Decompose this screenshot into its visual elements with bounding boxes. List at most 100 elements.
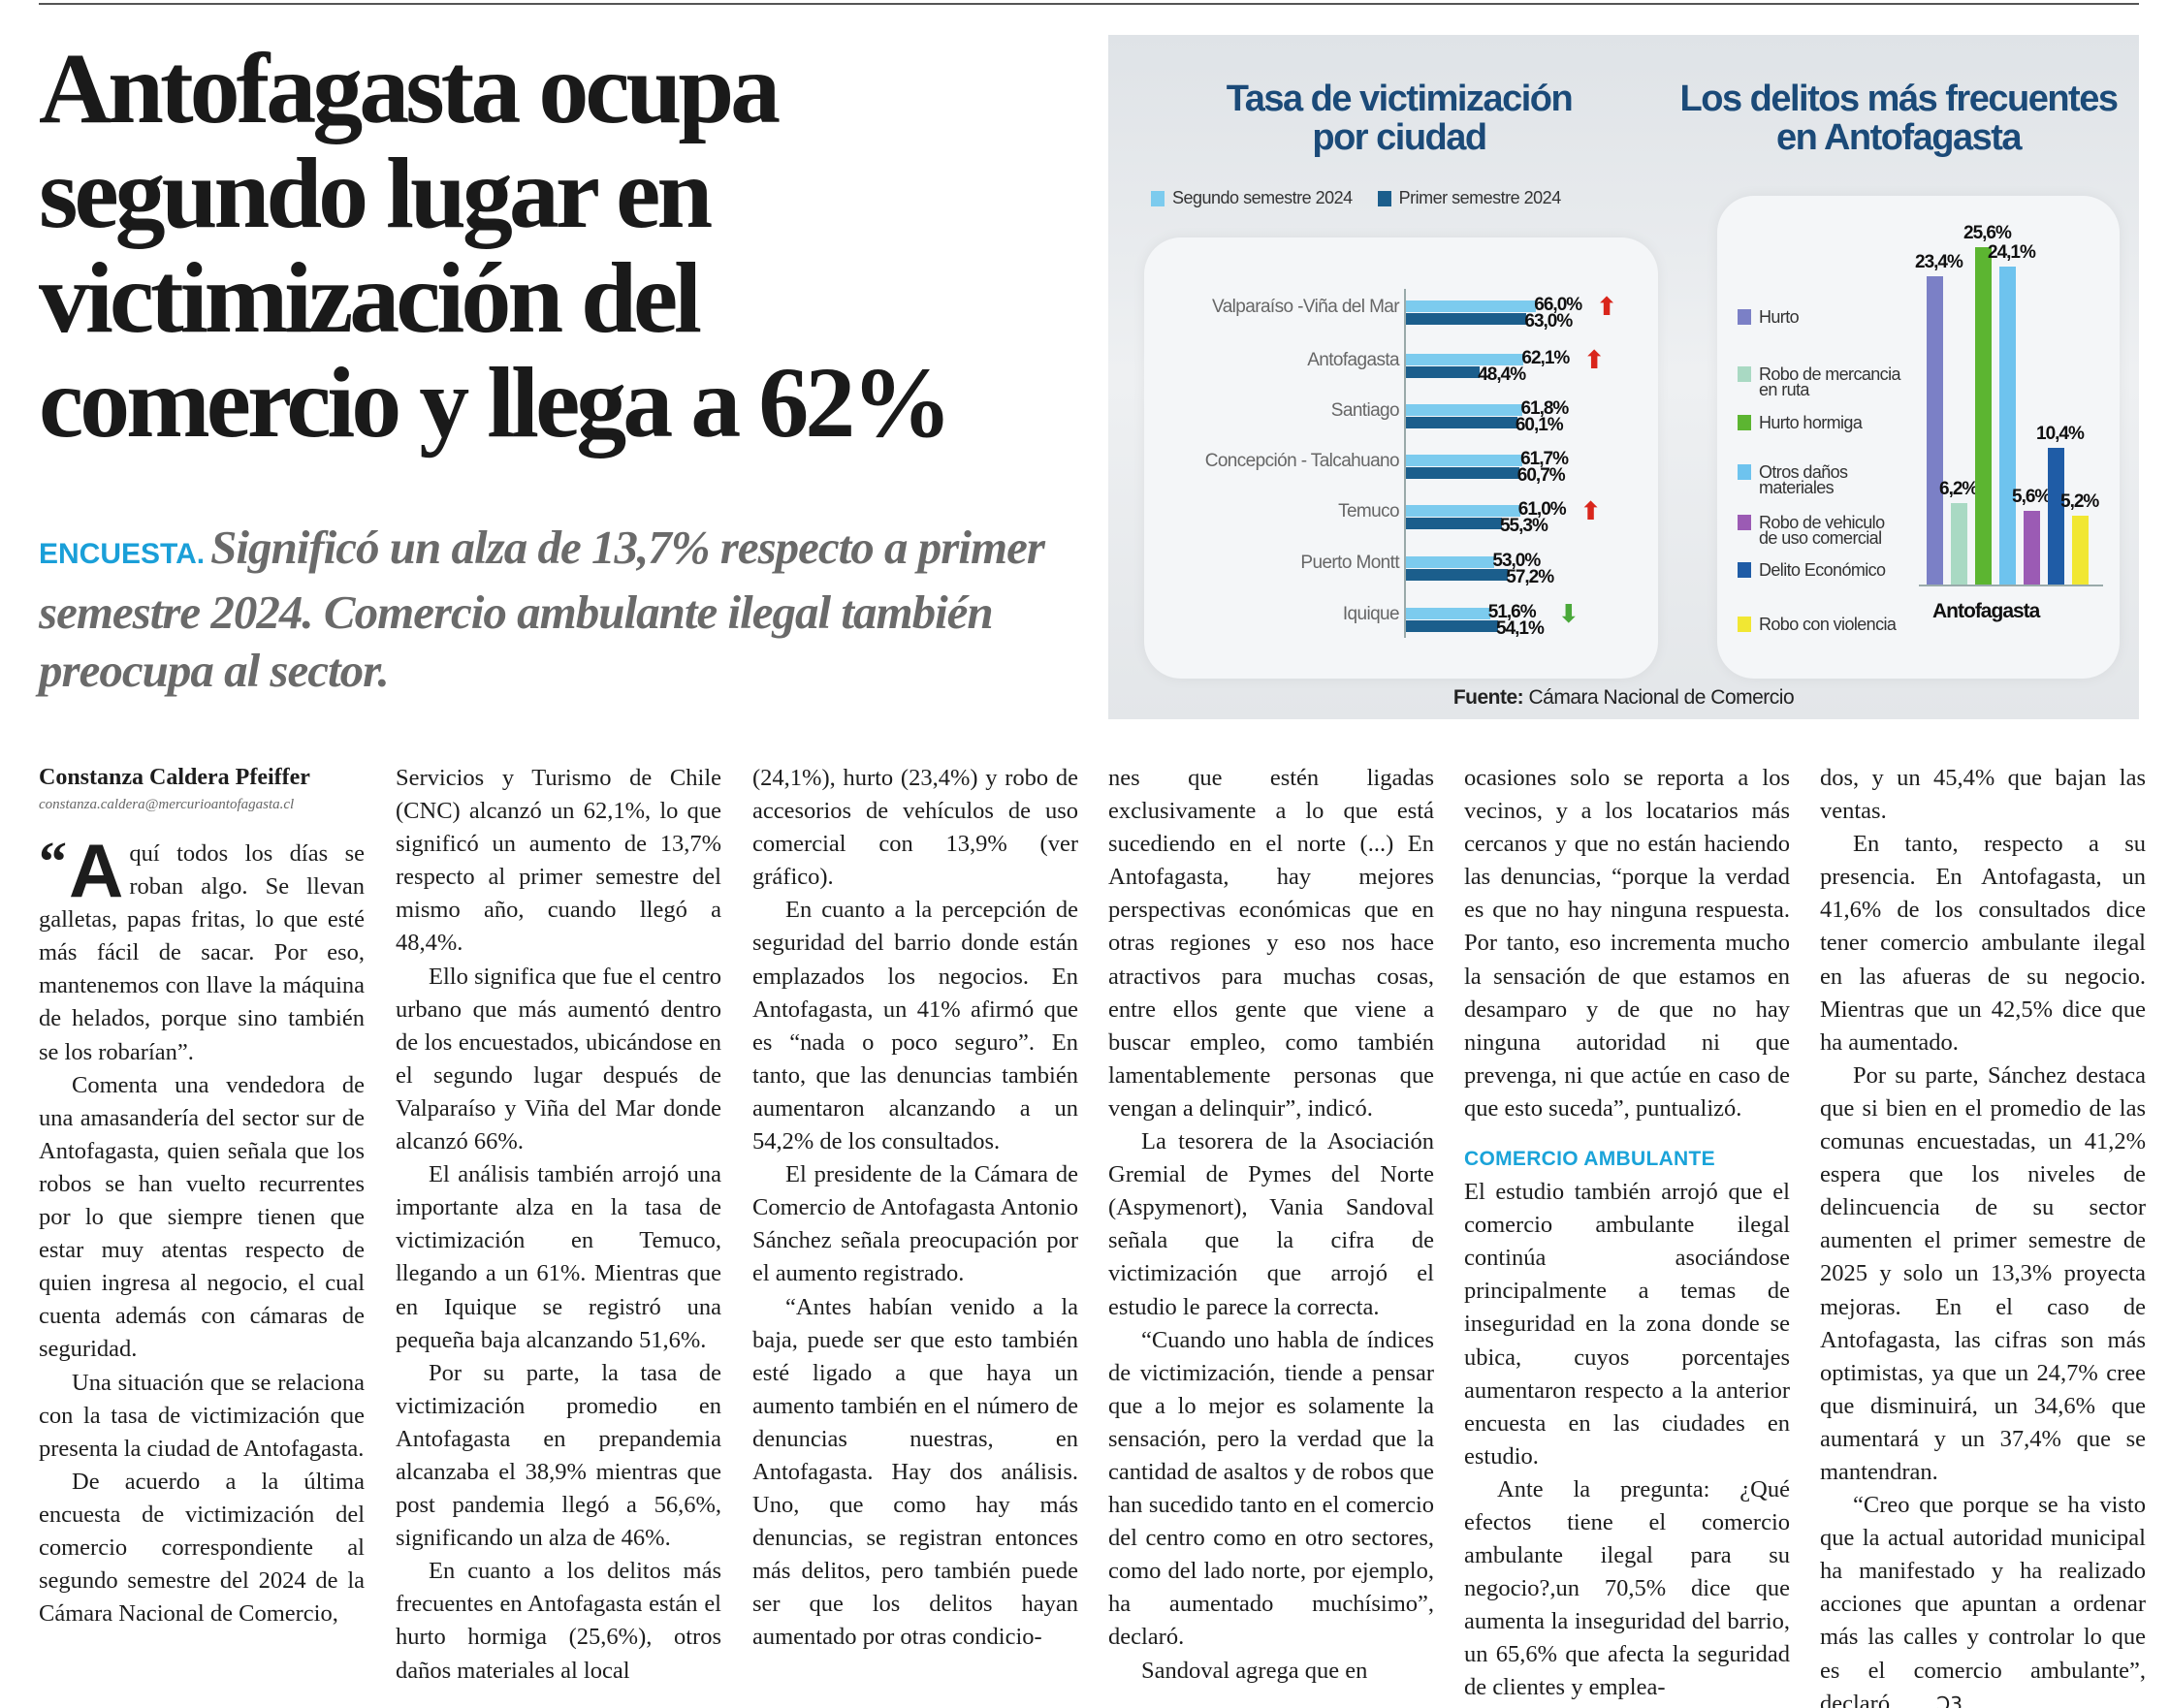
- source-label: Fuente:: [1452, 686, 1524, 709]
- bar-second-semester: [1405, 455, 1523, 466]
- paragraph: Ello significa que fue el centro urbano …: [396, 963, 721, 1155]
- value-label: 24,1%: [1988, 242, 2036, 264]
- legend-item-first-semester: Primer semestre 2024: [1377, 188, 1561, 208]
- value-label: 53,0%: [1492, 551, 1541, 571]
- deck: ENCUESTA. Significó un alza de 13,7% resp…: [39, 519, 1057, 700]
- legend-item: Robo de mercancia en ruta: [1738, 364, 1902, 399]
- paragraph: De acuerdo a la última encuesta de victi…: [39, 1468, 365, 1628]
- paragraph: “Antes habían venido a la baja, puede se…: [752, 1293, 1078, 1651]
- source-text: Cámara Nacional de Comercio: [1528, 686, 1795, 709]
- section-subhead: COMERCIO AMBULANTE: [1464, 1148, 1715, 1171]
- city-label: Temuco: [1338, 501, 1400, 522]
- drop-cap: A: [69, 828, 124, 913]
- article-column-5: ocasiones solo se reporta a los vecinos,…: [1464, 762, 1790, 1708]
- trend-down-arrow-icon: ⬇: [1558, 600, 1580, 629]
- value-label: 57,2%: [1506, 567, 1554, 587]
- axis-line: [1404, 289, 1406, 638]
- city-label: Santiago: [1330, 400, 1400, 421]
- paragraph: El análisis también arrojó una important…: [396, 1161, 721, 1353]
- end-mark-icon: Ɔ3: [1936, 1692, 1963, 1708]
- axis-baseline: [1919, 585, 2103, 586]
- value-label: 51,6%: [1487, 602, 1537, 622]
- trend-up-arrow-icon: ⬆: [1580, 497, 1602, 526]
- trend-up-arrow-icon: ⬆: [1596, 293, 1618, 322]
- value-label: 63,0%: [1524, 311, 1573, 332]
- bar-robo-de-mercancia-en-ruta: [1951, 502, 1967, 585]
- legend-swatch: [1738, 309, 1751, 325]
- value-label: 60,1%: [1515, 415, 1564, 435]
- value-label: 61,8%: [1520, 398, 1569, 419]
- value-label: 48,4%: [1478, 364, 1526, 385]
- article-column-2: Servicios y Turismo de Chile (CNC) alcan…: [396, 762, 721, 1708]
- bar-first-semester: [1405, 417, 1517, 428]
- paragraph: dos, y un 45,4% que bajan las ventas.: [1820, 765, 2146, 825]
- bar-delito-econ-mico: [2048, 447, 2064, 585]
- legend-item: Delito Económico: [1738, 560, 1902, 580]
- value-label: 61,7%: [1520, 449, 1569, 469]
- legend-swatch: [1738, 515, 1751, 530]
- top-rule: [39, 3, 2139, 5]
- paragraph: El presidente de la Cámara de Comercio d…: [752, 1161, 1078, 1287]
- city-label: Puerto Montt: [1300, 553, 1399, 573]
- source-note: Fuente: Cámara Nacional de Comercio: [1108, 686, 2139, 710]
- trend-up-arrow-icon: ⬆: [1583, 346, 1606, 375]
- paragraph: Servicios y Turismo de Chile (CNC) alcan…: [396, 765, 721, 957]
- city-label: Concepción - Talcahuano: [1204, 451, 1400, 471]
- paragraph: Una situación que se relaciona con la ta…: [39, 1369, 365, 1462]
- value-label: 55,3%: [1499, 516, 1548, 536]
- chart-title-crimes: Los delitos más frecuentes en Antofagast…: [1679, 79, 2119, 158]
- value-label: 23,4%: [1915, 251, 1963, 272]
- bar-otros-da-os-materiales: [1999, 267, 2016, 585]
- legend-swatch: [1738, 464, 1751, 480]
- city-label: Valparaíso -Viña del Mar: [1212, 297, 1400, 317]
- bar-second-semester: [1405, 608, 1490, 619]
- bar-second-semester: [1405, 556, 1495, 568]
- bar-first-semester: [1405, 620, 1499, 632]
- bar-first-semester: [1405, 467, 1519, 479]
- paragraph: (24,1%), hurto (23,4%) y robo de accesor…: [752, 765, 1078, 891]
- article-column-1: Constanza Caldera Pfeiffer constanza.cal…: [39, 762, 365, 1708]
- legend-swatch: [1151, 191, 1165, 207]
- value-label: 10,4%: [2036, 423, 2085, 444]
- paragraph: El estudio también arrojó que el comerci…: [1464, 1179, 1790, 1470]
- paragraph: Comenta una vendedora de una amasandería…: [39, 1071, 365, 1363]
- paragraph: “Cuando uno habla de índices de victimiz…: [1108, 1326, 1434, 1651]
- legend-label: Robo con violencia: [1759, 615, 1897, 634]
- legend-item: Hurto: [1738, 307, 1902, 327]
- legend-label: Delito Económico: [1759, 560, 1886, 580]
- value-label: 5,2%: [2060, 491, 2099, 513]
- bar-second-semester: [1405, 404, 1523, 416]
- city-label: Antofagasta: [1307, 350, 1399, 370]
- bar-second-semester: [1405, 505, 1520, 517]
- byline: Constanza Caldera Pfeiffer: [39, 765, 310, 790]
- value-label: 5,6%: [2012, 486, 2051, 507]
- legend-swatch: [1738, 562, 1751, 578]
- value-label: 6,2%: [1939, 478, 1978, 499]
- legend-label: Hurto hormiga: [1759, 413, 1863, 432]
- chart-title-victimization: Tasa de victimización por ciudad: [1226, 79, 1574, 158]
- legend-label: Robo de mercancia en ruta: [1759, 364, 1900, 399]
- value-label: 54,1%: [1496, 618, 1545, 639]
- bar-hurto: [1927, 275, 1943, 585]
- bar-robo-de-vehiculo-de-uso-comercial: [2024, 510, 2040, 585]
- article-column-6: dos, y un 45,4% que bajan las ventas. En…: [1820, 762, 2146, 1708]
- article-column-4: nes que estén ligadas exclusivamente a l…: [1108, 762, 1434, 1708]
- bar-first-semester: [1405, 569, 1509, 581]
- paragraph: Por su parte, Sánchez destaca que si bie…: [1820, 1061, 2146, 1485]
- legend-swatch: [1738, 366, 1751, 382]
- legend-label: Hurto: [1759, 307, 1800, 327]
- value-label: 25,6%: [1963, 222, 2012, 243]
- paragraph: Por su parte, la tasa de victimización p…: [396, 1359, 721, 1552]
- legend-label: Otros daños materiales: [1759, 462, 1848, 497]
- paragraph: ocasiones solo se reporta a los vecinos,…: [1464, 765, 1790, 1122]
- legend-label: Robo de vehiculo de uso comercial: [1759, 513, 1885, 548]
- paragraph: Ante la pregunta: ¿Qué efectos tiene el …: [1464, 1475, 1790, 1701]
- headline: Antofagasta ocupa segundo lugar en victi…: [39, 33, 952, 459]
- legend-label: Segundo semestre 2024: [1172, 188, 1353, 207]
- drop-quote: “: [39, 830, 67, 893]
- author-email[interactable]: constanza.caldera@mercurioantofagasta.cl: [39, 797, 295, 812]
- paragraph: En cuanto a los delitos más frecuentes e…: [396, 1558, 721, 1684]
- paragraph: La tesorera de la Asociación Gremial de …: [1108, 1128, 1434, 1320]
- value-label: 66,0%: [1534, 295, 1582, 315]
